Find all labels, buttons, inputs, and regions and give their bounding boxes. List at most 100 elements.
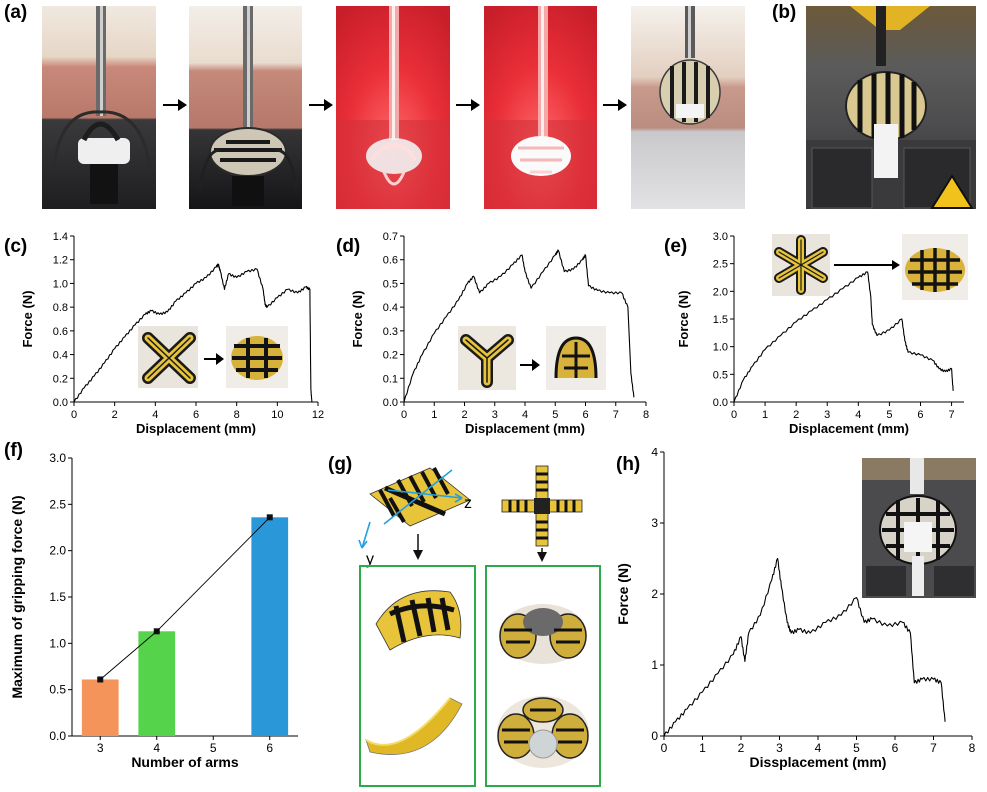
x-tick-label: 7 <box>613 409 619 421</box>
chart-c: 0.0 0.2 0.4 0.6 0.8 1.0 1.2 1.4 0 2 4 6 8 10 12 Displac… <box>20 231 324 436</box>
x-axis-label: Displacement (mm) <box>465 421 585 436</box>
x-tick-label: 8 <box>969 741 976 755</box>
panel-label-g: (g) <box>328 454 353 475</box>
y-tick-label: 0.2 <box>383 350 398 362</box>
chart-e: 0.0 0.5 1.0 1.5 2.0 2.5 3.0 0 1 2 3 4 5 6 7 Displacemen… <box>676 231 968 436</box>
x-tick-label: 4 <box>153 741 160 755</box>
panel-label-c: (c) <box>4 236 28 257</box>
chart-h: 0 1 2 3 4 0 1 2 3 4 5 6 7 8 Dissplacement (mm) Force (N… <box>616 448 976 770</box>
y-axis-label: Force (N) <box>616 563 631 624</box>
a-photo-1 <box>42 6 156 209</box>
y-tick-label: 2.0 <box>713 286 728 298</box>
y-tick-label: 0.1 <box>383 373 398 385</box>
x-tick-label: 6 <box>892 741 899 755</box>
x-tick-label: 3 <box>492 409 498 421</box>
y-tick-label: 3.0 <box>49 451 66 465</box>
g-bent-sheet <box>365 697 463 755</box>
y-tick-label: 0.6 <box>383 255 398 267</box>
x-tick-label: 1 <box>431 409 437 421</box>
y-tick-label: 0.5 <box>49 683 66 697</box>
x-tick-label: 0 <box>661 741 668 755</box>
panel-a-photo-sequence <box>42 6 976 209</box>
y-tick-label: 0.0 <box>49 729 66 743</box>
y-tick-label: 1.2 <box>53 255 68 267</box>
a-photo-4 <box>484 6 597 209</box>
x-tick-label: 8 <box>234 409 240 421</box>
x-tick-label: 1 <box>762 409 768 421</box>
chart-f: 0.0 0.5 1.0 1.5 2.0 2.5 3.0 3 4 5 6 Number of arms M… <box>10 451 298 770</box>
y-tick-label: 1.0 <box>53 278 68 290</box>
x-tick-label: 4 <box>152 409 158 421</box>
y-tick-label: 1.4 <box>53 231 68 243</box>
y-tick-label: 0.4 <box>53 350 68 362</box>
panel-label-h: (h) <box>616 454 641 475</box>
force-curve <box>733 271 954 403</box>
y-tick-label: 1.0 <box>713 342 728 354</box>
y-tick-label: 3.0 <box>713 231 728 243</box>
y-axis-label: Maximum of gripping force (N) <box>10 496 25 699</box>
a-photo-2 <box>189 6 302 209</box>
y-tick-label: 2 <box>651 587 658 601</box>
chart-d: 0.0 0.1 0.2 0.3 0.4 0.5 0.6 0.7 0 1 2 3 4 5 6 7 8 Displac… <box>350 231 649 436</box>
y-axis-label: Force (N) <box>676 290 691 347</box>
force-curve <box>403 249 635 403</box>
x-tick-label: 5 <box>853 741 860 755</box>
x-tick-label: 3 <box>97 741 104 755</box>
x-tick-label: 12 <box>312 409 324 421</box>
y-tick-label: 0.8 <box>53 302 68 314</box>
x-axis-label: Displacement (mm) <box>136 421 256 436</box>
panel-label-d: (d) <box>336 236 361 257</box>
x-tick-label: 10 <box>271 409 283 421</box>
x-tick-label: 2 <box>738 741 745 755</box>
x-tick-label: 6 <box>193 409 199 421</box>
x-tick-label: 6 <box>266 741 273 755</box>
a-photo-5 <box>631 6 745 209</box>
g-flat-strip <box>358 467 471 549</box>
y-tick-label: 1.5 <box>49 590 66 604</box>
y-axis-label: Force (N) <box>350 290 365 347</box>
e-inset-star-flat <box>772 234 830 296</box>
x-tick-label: 0 <box>731 409 737 421</box>
g-frame-left <box>359 565 476 787</box>
y-tick-label: 4 <box>651 448 658 459</box>
bar-arms-6 <box>251 517 289 736</box>
c-inset-arrow <box>204 353 224 365</box>
y-tick-label: 0.5 <box>383 278 398 290</box>
e-inset-star-gripper <box>902 234 968 300</box>
panel-b-photo <box>806 6 976 209</box>
x-tick-label: 2 <box>112 409 118 421</box>
y-tick-label: 0 <box>651 729 658 743</box>
d-inset-y-gripper <box>546 326 606 390</box>
a-sequence-arrows <box>163 99 627 111</box>
bar-point-3 <box>97 676 104 683</box>
y-tick-label: 0.3 <box>383 326 398 338</box>
y-tick-label: 0.7 <box>383 231 398 243</box>
x-tick-label: 6 <box>582 409 588 421</box>
g-axis-z: z <box>464 495 472 512</box>
panel-g-illustration: z y <box>358 465 601 787</box>
c-inset-cross-gripper <box>226 326 288 388</box>
y-tick-label: 1 <box>651 658 658 672</box>
x-axis-label: Number of arms <box>131 754 239 770</box>
x-tick-label: 7 <box>949 409 955 421</box>
x-tick-label: 3 <box>824 409 830 421</box>
y-tick-label: 0.0 <box>713 397 728 409</box>
y-tick-label: 2.0 <box>49 544 66 558</box>
a-photo-3 <box>336 6 450 209</box>
panel-label-f: (f) <box>4 440 23 461</box>
x-tick-label: 2 <box>793 409 799 421</box>
g-gripper-holding <box>497 696 589 768</box>
y-axis-label: Force (N) <box>20 290 35 347</box>
trend-line <box>100 516 271 680</box>
y-tick-label: 0.2 <box>53 373 68 385</box>
y-tick-label: 0.4 <box>383 302 398 314</box>
x-tick-label: 6 <box>917 409 923 421</box>
x-tick-label: 4 <box>855 409 861 421</box>
y-tick-label: 0.6 <box>53 326 68 338</box>
panel-label-a: (a) <box>4 2 28 23</box>
x-axis-label: Displacement (mm) <box>789 421 909 436</box>
force-curve <box>663 557 946 737</box>
g-frame-right <box>485 565 601 787</box>
g-gripper-empty <box>499 604 587 664</box>
bar-arms-4 <box>138 631 176 736</box>
